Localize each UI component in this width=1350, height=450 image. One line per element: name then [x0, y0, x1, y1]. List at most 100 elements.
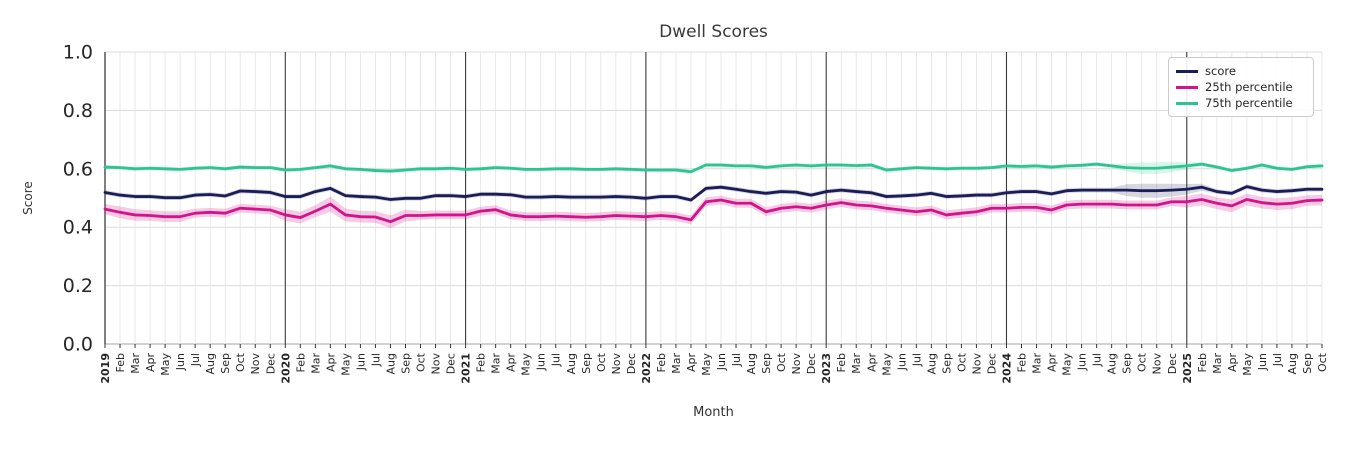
75th-percentile-line [103, 162, 1324, 174]
x-tick-label: Jul [910, 353, 923, 367]
x-tick-label: Mar [850, 353, 863, 374]
x-tick-label: Aug [565, 353, 578, 374]
chart-title: Dwell Scores [659, 22, 768, 42]
x-tick-label: 2025 [1181, 353, 1194, 384]
x-tick-label: Jul [1091, 353, 1104, 367]
x-tick-label: Sep [580, 353, 593, 374]
x-tick-label: Dec [805, 353, 818, 374]
x-tick-label: Jun [895, 353, 908, 371]
x-axis-label: Month [693, 405, 734, 420]
x-tick-label: Nov [790, 353, 803, 375]
x-tick-label: Aug [1286, 353, 1299, 374]
legend-label-25th-percentile: 25th percentile [1205, 80, 1293, 94]
x-tick-label: Sep [219, 353, 232, 374]
x-tick-label: 2019 [99, 353, 112, 384]
x-tick-label: Feb [655, 353, 668, 372]
x-tick-label: Apr [685, 353, 698, 373]
x-tick-label: 2023 [820, 353, 833, 384]
y-tick-label: 0.6 [63, 158, 93, 180]
x-tick-label: Dec [445, 353, 458, 374]
x-tick-label: Oct [775, 352, 788, 372]
x-tick-label: Jul [1271, 353, 1284, 367]
x-tick-label: Apr [505, 353, 518, 373]
x-tick-label: Feb [1016, 353, 1029, 372]
x-tick-label: Apr [1046, 353, 1059, 373]
score-line [103, 185, 1324, 202]
x-tick-label: Mar [490, 353, 503, 374]
x-tick-label: Oct [234, 352, 247, 372]
x-tick-label: 2022 [640, 353, 653, 384]
x-tick-label: Feb [294, 353, 307, 372]
x-tick-label: Jul [369, 353, 382, 367]
y-tick-label: 1.0 [63, 42, 93, 64]
x-tick-label: Jul [550, 353, 563, 367]
x-tick-label: Sep [760, 353, 773, 374]
x-tick-label: Apr [324, 353, 337, 373]
x-tick-label: Nov [610, 353, 623, 375]
x-tick-label: Jun [174, 353, 187, 371]
x-tick-label: Mar [309, 353, 322, 374]
x-tick-label: Sep [399, 353, 412, 374]
x-tick-label: Oct [1316, 352, 1329, 372]
x-tick-label: Dec [264, 353, 277, 374]
x-tick-label: Jun [715, 353, 728, 371]
x-tick-label: Feb [475, 353, 488, 372]
legend: score 25th percentile 75th percentile [1168, 57, 1314, 117]
y-tick-label: 0.8 [63, 100, 93, 122]
x-tick-label: 2024 [1000, 353, 1013, 384]
25th-percentile-band [105, 193, 1322, 229]
x-tick-label: Mar [1031, 353, 1044, 374]
x-tick-label: Aug [384, 353, 397, 374]
x-tick-label: Nov [970, 353, 983, 375]
x-tick-label: 2021 [460, 353, 473, 384]
p75-line-swatch [1176, 101, 1198, 105]
x-tick-label: Nov [1151, 353, 1164, 375]
x-tick-label: Apr [865, 353, 878, 373]
x-tick-label: Feb [114, 353, 127, 372]
x-tick-label: Dec [625, 353, 638, 374]
x-tick-label: May [1061, 353, 1074, 376]
x-tick-label: May [1241, 353, 1254, 376]
x-tick-label: Mar [1211, 353, 1224, 374]
p25-line-swatch [1176, 85, 1198, 89]
x-tick-label: Sep [940, 353, 953, 374]
legend-item-75th-percentile: 75th percentile [1176, 95, 1305, 111]
x-tick-label: Oct [595, 352, 608, 372]
y-tick-label: 0.2 [63, 275, 93, 297]
x-tick-label: Jul [730, 353, 743, 367]
legend-label-75th-percentile: 75th percentile [1205, 96, 1293, 110]
x-tick-label: Oct [415, 352, 428, 372]
x-tick-label: Jun [535, 353, 548, 371]
x-tick-label: Sep [1301, 353, 1314, 374]
x-tick-label: May [700, 353, 713, 376]
x-tick-label: Nov [249, 353, 262, 375]
y-axis-label: Score [21, 181, 35, 215]
x-tick-label: Oct [1136, 352, 1149, 372]
x-tick-label: May [339, 353, 352, 376]
x-tick-label: Jun [1256, 353, 1269, 371]
x-tick-label: Jul [189, 353, 202, 367]
x-tick-label: Aug [925, 353, 938, 374]
x-tick-label: 2020 [279, 353, 292, 384]
legend-item-score: score [1176, 63, 1305, 79]
x-tick-label: Feb [835, 353, 848, 372]
legend-item-25th-percentile: 25th percentile [1176, 79, 1305, 95]
y-tick-label: 0.4 [63, 217, 93, 239]
x-tick-label: Jun [354, 353, 367, 371]
x-tick-label: Aug [1106, 353, 1119, 374]
x-tick-label: May [520, 353, 533, 376]
x-tick-label: Aug [204, 353, 217, 374]
x-tick-label: Apr [144, 353, 157, 373]
score-line-swatch [1176, 69, 1198, 73]
x-tick-label: May [159, 353, 172, 376]
y-tick-label: 0.0 [63, 334, 93, 356]
x-tick-label: Mar [129, 353, 142, 374]
x-tick-label: Feb [1196, 353, 1209, 372]
x-tick-label: Apr [1226, 353, 1239, 373]
x-tick-label: Dec [1166, 353, 1179, 374]
x-tick-label: Dec [985, 353, 998, 374]
x-tick-label: Aug [745, 353, 758, 374]
x-tick-label: Sep [1121, 353, 1134, 374]
x-tick-label: Mar [670, 353, 683, 374]
